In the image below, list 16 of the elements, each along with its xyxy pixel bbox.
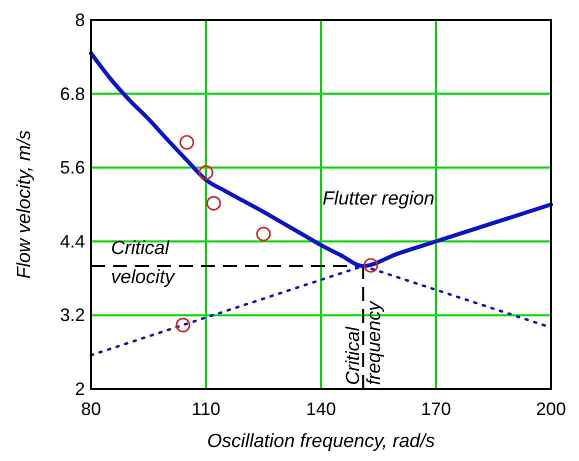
y-tick-label: 6.8 [60,84,85,104]
y-tick-label: 3.2 [60,305,85,326]
y-tick-label: 2 [74,379,85,399]
x-tick-label: 200 [536,399,566,419]
x-tick-label: 80 [80,399,102,419]
x-tick-label: 140 [306,399,336,419]
x-axis-title: Oscillation frequency, rad/s [207,431,436,452]
ref-line-label: Critical velocity [111,238,176,288]
x-tick-label: 110 [192,399,220,419]
ref-line-label: Critical frequency [343,300,386,385]
x-tick-label: 170 [420,399,452,419]
annotation: Flutter region [322,188,434,210]
y-tick-label: 5.6 [60,158,85,178]
y-tick-label: 8 [74,10,85,30]
y-tick-label: 4.4 [60,231,85,252]
y-axis-title: Flow velocity, m/s [14,130,35,279]
